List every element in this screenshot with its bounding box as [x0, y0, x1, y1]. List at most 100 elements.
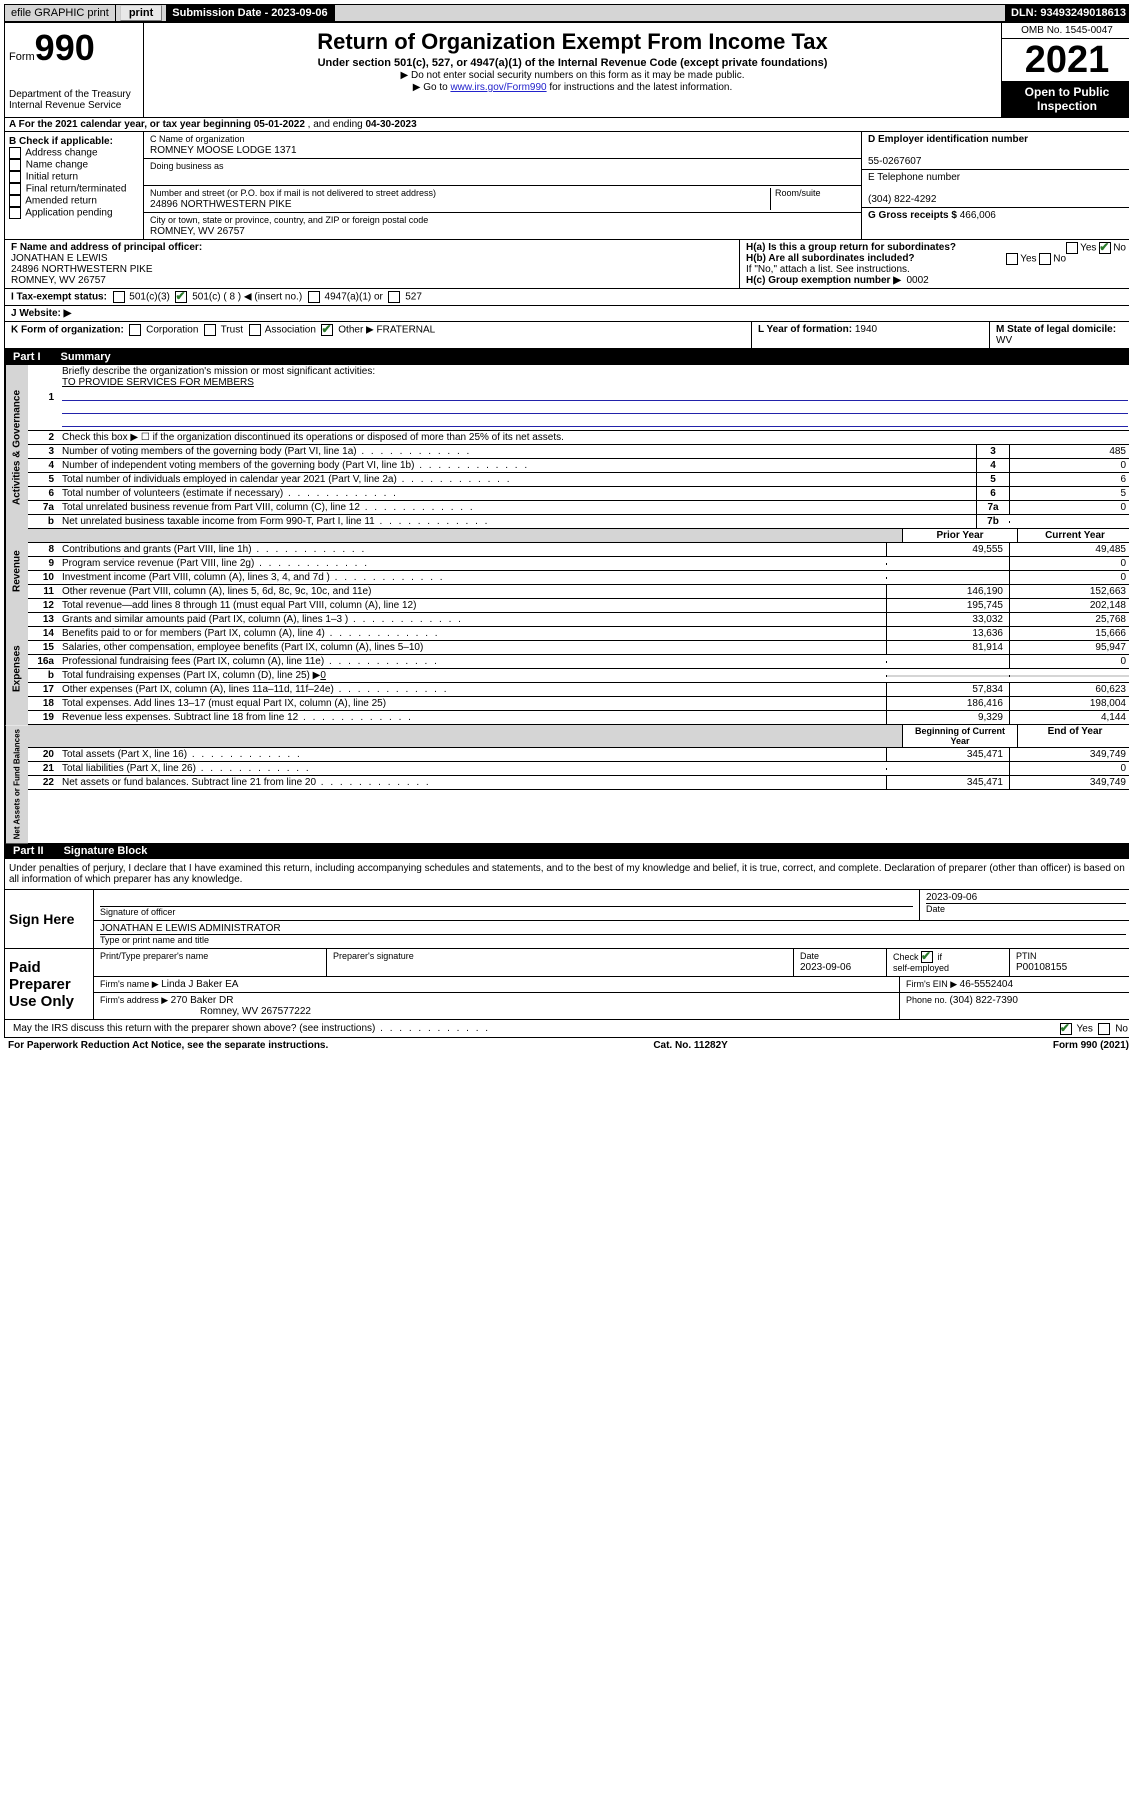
form-version: Form 990 (2021): [1053, 1040, 1129, 1051]
form-number: Form990: [9, 27, 139, 69]
line-21: Total liabilities (Part X, line 26): [58, 762, 886, 775]
ha-no-checkbox[interactable]: [1099, 242, 1111, 254]
checkbox-final-return[interactable]: [9, 183, 21, 195]
row-j: J Website: ▶: [5, 306, 1129, 322]
form-container: Form990 Department of the Treasury Inter…: [4, 22, 1129, 1038]
row-klm: K Form of organization: Corporation Trus…: [5, 322, 1129, 349]
box-i-label: I Tax-exempt status:: [11, 292, 107, 303]
page-footer: For Paperwork Reduction Act Notice, see …: [4, 1038, 1129, 1053]
print-button[interactable]: print: [120, 5, 162, 21]
check-self-employed: Check ifself-employed: [893, 952, 949, 974]
form-header: Form990 Department of the Treasury Inter…: [5, 23, 1129, 118]
phone-value: (304) 822-4292: [868, 194, 936, 205]
may-irs-yes-checkbox[interactable]: [1060, 1023, 1072, 1035]
line-8: Contributions and grants (Part VIII, lin…: [58, 543, 886, 556]
mission-text: TO PROVIDE SERVICES FOR MEMBERS: [62, 377, 254, 388]
prep-name-label: Print/Type preparer's name: [100, 951, 208, 961]
state-domicile: WV: [996, 335, 1012, 346]
checkbox-initial-return[interactable]: [9, 171, 21, 183]
i-501c3-checkbox[interactable]: [113, 291, 125, 303]
dba-label: Doing business as: [150, 161, 224, 171]
section-bcd: B Check if applicable: Address change Na…: [5, 132, 1129, 240]
i-527-checkbox[interactable]: [388, 291, 400, 303]
header-right: OMB No. 1545-0047 2021 Open to PublicIns…: [1002, 23, 1129, 117]
dln: DLN: 93493249018613: [1005, 5, 1129, 21]
line-13-current: 25,768: [1009, 613, 1129, 626]
ha-label: H(a) Is this a group return for subordin…: [746, 242, 956, 253]
checkbox-app-pending[interactable]: [9, 207, 21, 219]
k-assoc-checkbox[interactable]: [249, 324, 261, 336]
city-label: City or town, state or province, country…: [150, 215, 428, 225]
line-1-label: Briefly describe the organization's miss…: [62, 366, 375, 377]
may-irs-no-checkbox[interactable]: [1098, 1023, 1110, 1035]
line-8-current: 49,485: [1009, 543, 1129, 556]
row-f-h: F Name and address of principal officer:…: [5, 240, 1129, 289]
net-assets-section: Net Assets or Fund Balances Beginning of…: [5, 725, 1129, 843]
k-other-value: FRATERNAL: [377, 325, 436, 336]
room-label: Room/suite: [775, 188, 821, 198]
line-16a: Professional fundraising fees (Part IX, …: [58, 655, 886, 668]
line-3-value: 485: [1009, 445, 1129, 458]
line-10-prior: [886, 577, 1009, 579]
header-left: Form990 Department of the Treasury Inter…: [5, 23, 143, 117]
signature-block: Under penalties of perjury, I declare th…: [5, 859, 1129, 1037]
line-11-prior: 146,190: [886, 585, 1009, 598]
officer-title-label: Type or print name and title: [100, 935, 209, 945]
revenue-section: Revenue Prior YearCurrent Year 8Contribu…: [5, 529, 1129, 613]
line-15-prior: 81,914: [886, 641, 1009, 654]
ha-yes-checkbox[interactable]: [1066, 242, 1078, 254]
line-9-current: 0: [1009, 557, 1129, 570]
sig-date: 2023-09-06: [926, 892, 977, 903]
catalog-number: Cat. No. 11282Y: [653, 1040, 727, 1051]
firm-city: Romney, WV 267577222: [200, 1006, 311, 1017]
line-20-current: 349,749: [1009, 748, 1129, 761]
checkbox-amended[interactable]: [9, 195, 21, 207]
box-b-checkboxes: B Check if applicable: Address change Na…: [5, 132, 144, 239]
i-501c-checkbox[interactable]: [175, 291, 187, 303]
line-17-current: 60,623: [1009, 683, 1129, 696]
line-7a: Total unrelated business revenue from Pa…: [58, 501, 976, 514]
prep-date: 2023-09-06: [800, 962, 851, 973]
prep-sig-label: Preparer's signature: [333, 951, 414, 961]
k-trust-checkbox[interactable]: [204, 324, 216, 336]
line-10: Investment income (Part VIII, column (A)…: [58, 571, 886, 584]
governance-section: Activities & Governance 1Briefly describ…: [5, 365, 1129, 529]
line-3: Number of voting members of the governin…: [58, 445, 976, 458]
perjury-declaration: Under penalties of perjury, I declare th…: [5, 859, 1129, 890]
line-19-prior: 9,329: [886, 711, 1009, 724]
line-21-prior: [886, 768, 1009, 770]
hc-value: 0002: [906, 275, 928, 286]
submission-date: Submission Date - 2023-09-06: [166, 5, 334, 21]
end-year-header: End of Year: [1017, 725, 1129, 747]
box-b-label: B Check if applicable:: [9, 136, 113, 147]
ein-value: 55-0267607: [868, 156, 921, 167]
hb-note: If "No," attach a list. See instructions…: [746, 264, 1126, 275]
line-10-current: 0: [1009, 571, 1129, 584]
self-employed-checkbox[interactable]: [921, 951, 933, 963]
line-12-prior: 195,745: [886, 599, 1009, 612]
dept-treasury: Department of the Treasury: [9, 89, 139, 100]
box-m-label: M State of legal domicile:: [996, 324, 1116, 335]
checkbox-address-change[interactable]: [9, 147, 21, 159]
sig-officer-label: Signature of officer: [100, 907, 175, 917]
form-note-2: ▶ Go to www.irs.gov/Form990 for instruct…: [154, 82, 991, 93]
prep-date-label: Date: [800, 951, 819, 961]
k-corp-checkbox[interactable]: [129, 324, 141, 336]
line-8-prior: 49,555: [886, 543, 1009, 556]
dept-irs: Internal Revenue Service: [9, 100, 139, 111]
firm-phone: (304) 822-7390: [950, 995, 1018, 1006]
part-2-header: Part IISignature Block: [5, 843, 1129, 859]
k-other-checkbox[interactable]: [321, 324, 333, 336]
irs-link[interactable]: www.irs.gov/Form990: [450, 82, 546, 93]
row-a-tax-year: A For the 2021 calendar year, or tax yea…: [5, 118, 1129, 132]
checkbox-name-change[interactable]: [9, 159, 21, 171]
line-11-current: 152,663: [1009, 585, 1129, 598]
line-16a-prior: [886, 661, 1009, 663]
line-16b: Total fundraising expenses (Part IX, col…: [58, 669, 886, 682]
line-17: Other expenses (Part IX, column (A), lin…: [58, 683, 886, 696]
open-public-badge: Open to PublicInspection: [1002, 81, 1129, 117]
hb-yes-checkbox[interactable]: [1006, 253, 1018, 265]
ptin-label: PTIN: [1016, 951, 1037, 961]
hb-no-checkbox[interactable]: [1039, 253, 1051, 265]
i-4947-checkbox[interactable]: [308, 291, 320, 303]
